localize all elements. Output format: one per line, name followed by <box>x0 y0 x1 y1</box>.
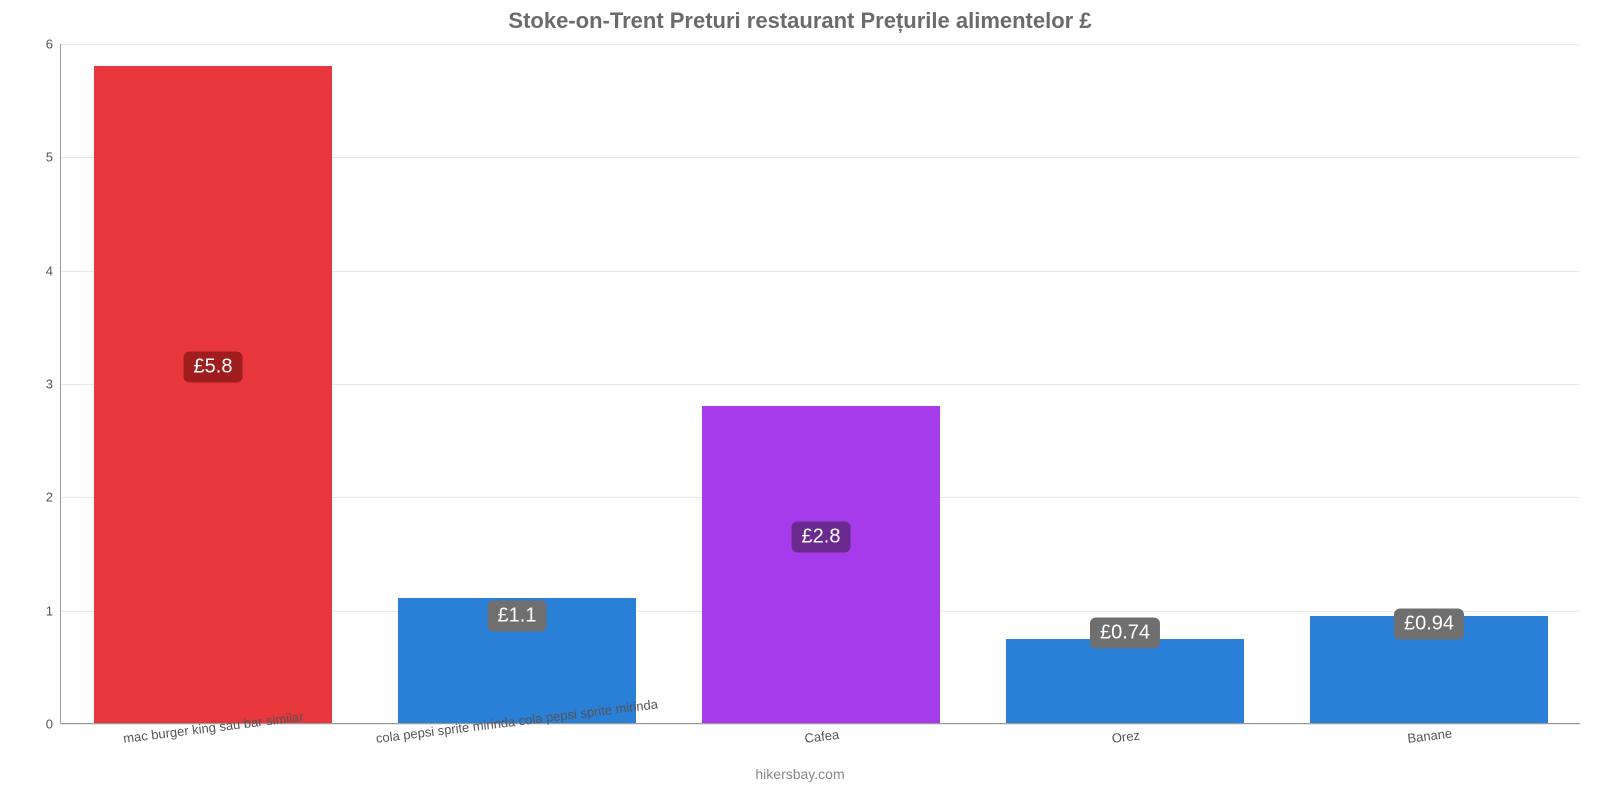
bar <box>702 406 939 723</box>
y-tick-label: 3 <box>46 377 61 392</box>
value-label: £0.94 <box>1394 609 1464 640</box>
y-tick-label: 1 <box>46 603 61 618</box>
y-tick-label: 5 <box>46 150 61 165</box>
y-tick-label: 6 <box>46 37 61 52</box>
value-label: £5.8 <box>184 352 243 383</box>
gridline <box>61 44 1580 45</box>
chart-caption: hikersbay.com <box>0 766 1600 782</box>
plot-area: 0123456£5.8mac burger king sau bar simil… <box>60 44 1580 724</box>
x-tick-label: Orez <box>1111 728 1141 746</box>
value-label: £2.8 <box>792 522 851 553</box>
y-tick-label: 0 <box>46 717 61 732</box>
y-tick-label: 2 <box>46 490 61 505</box>
chart-title: Stoke-on-Trent Preturi restaurant Prețur… <box>0 8 1600 34</box>
y-tick-label: 4 <box>46 263 61 278</box>
price-bar-chart: Stoke-on-Trent Preturi restaurant Prețur… <box>0 0 1600 800</box>
value-label: £1.1 <box>488 601 547 632</box>
x-tick-label: Cafea <box>804 727 840 746</box>
bar <box>1006 639 1243 723</box>
bar <box>94 66 331 723</box>
value-label: £0.74 <box>1090 618 1160 649</box>
x-tick-label: Banane <box>1407 726 1453 746</box>
